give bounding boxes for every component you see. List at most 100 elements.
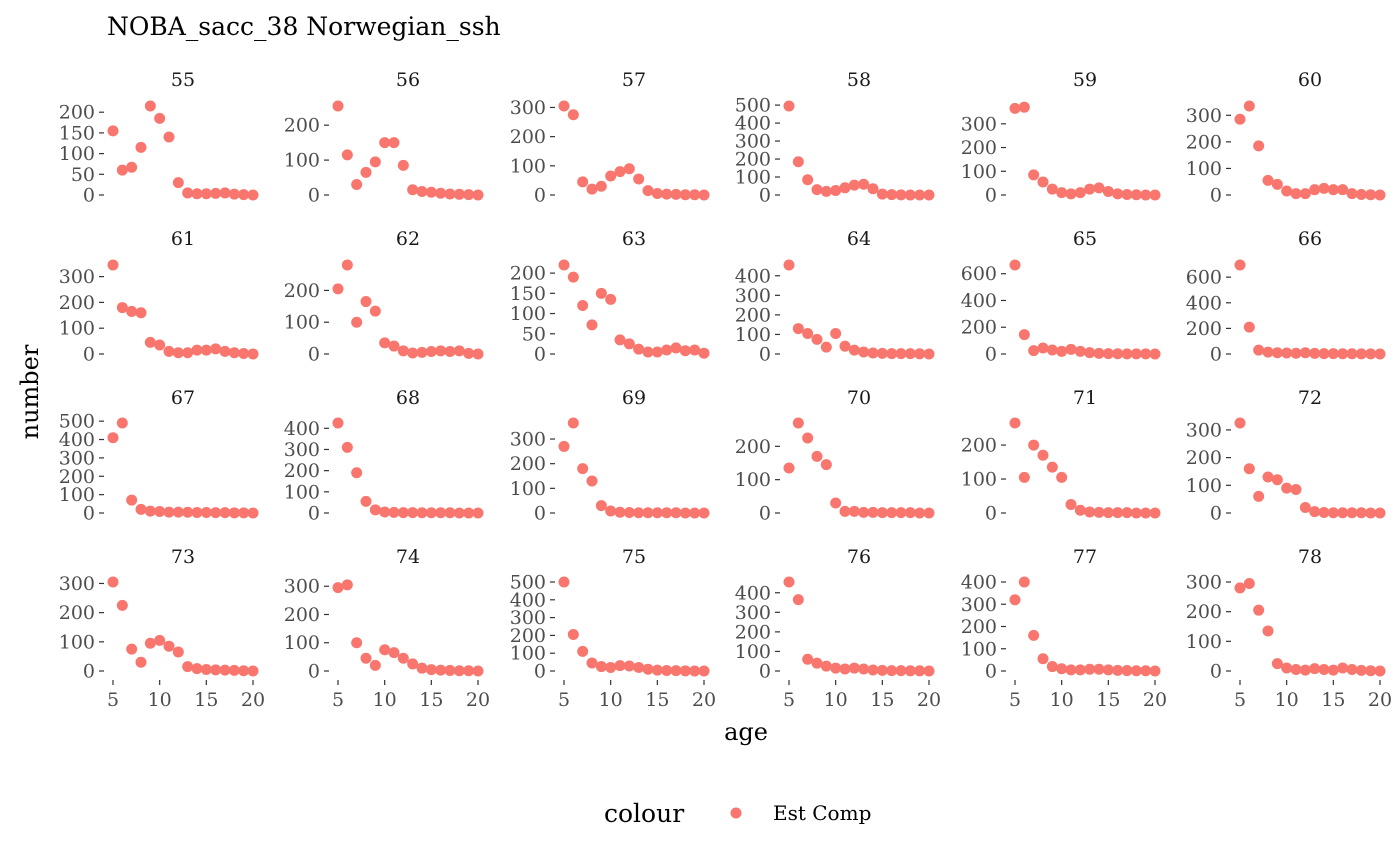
data-point xyxy=(228,507,240,519)
y-tick-label: 200 xyxy=(961,616,997,638)
data-point xyxy=(219,187,231,199)
data-point xyxy=(1028,169,1040,181)
data-point xyxy=(388,647,400,659)
data-point xyxy=(623,660,635,672)
data-point xyxy=(416,346,428,358)
data-point xyxy=(848,344,860,356)
data-point xyxy=(1056,471,1068,483)
data-point xyxy=(858,506,870,518)
y-tick-label: 400 xyxy=(961,572,997,594)
data-point xyxy=(228,664,240,676)
facet-panel-72: 72 0 100 200 300 xyxy=(1186,387,1386,525)
data-point xyxy=(839,182,851,194)
data-point xyxy=(425,186,437,198)
data-point xyxy=(698,507,710,519)
y-tick-label: 300 xyxy=(961,594,997,616)
data-point xyxy=(1346,348,1358,360)
data-point xyxy=(238,189,250,201)
facet-label-67: 67 xyxy=(171,387,195,409)
data-point xyxy=(642,185,654,197)
x-tick-label: 20 xyxy=(466,689,490,711)
data-point xyxy=(679,345,691,357)
data-point xyxy=(1365,507,1377,519)
data-point xyxy=(651,346,663,358)
y-tick-label: 200 xyxy=(510,126,546,148)
y-tick-label: 0 xyxy=(985,185,997,207)
data-point xyxy=(351,179,363,191)
data-point xyxy=(1037,176,1049,188)
data-point xyxy=(802,327,814,339)
data-point xyxy=(783,462,795,474)
data-point xyxy=(1018,101,1030,113)
x-tick-label: 15 xyxy=(1096,689,1120,711)
data-point xyxy=(1281,347,1293,359)
data-point xyxy=(126,161,138,173)
y-tick-label: 300 xyxy=(59,266,95,288)
data-point xyxy=(425,345,437,357)
data-point xyxy=(876,188,888,200)
data-point xyxy=(783,100,795,112)
data-point xyxy=(107,432,119,444)
data-point xyxy=(1018,471,1030,483)
data-point xyxy=(679,189,691,201)
data-point xyxy=(595,661,607,673)
data-point xyxy=(144,505,156,517)
y-tick-label: 0 xyxy=(534,185,546,207)
data-point xyxy=(895,189,907,201)
data-point xyxy=(341,441,353,453)
y-tick-label: 200 xyxy=(284,280,320,302)
data-point xyxy=(332,417,344,429)
y-tick-label: 100 xyxy=(961,638,997,660)
x-tick-label: 15 xyxy=(870,689,894,711)
data-point xyxy=(1009,594,1021,606)
y-tick-label: 200 xyxy=(59,466,95,488)
data-point xyxy=(914,665,926,677)
data-point xyxy=(425,507,437,519)
x-tick-label: 15 xyxy=(194,689,218,711)
data-point xyxy=(876,347,888,359)
data-point xyxy=(341,259,353,271)
y-tick-label: 200 xyxy=(510,263,546,285)
data-point xyxy=(1084,347,1096,359)
data-point xyxy=(379,337,391,349)
data-point xyxy=(830,662,842,674)
y-tick-label: 200 xyxy=(961,137,997,159)
data-point xyxy=(1290,347,1302,359)
data-point xyxy=(558,259,570,271)
data-point xyxy=(904,507,916,519)
data-point xyxy=(219,664,231,676)
data-point xyxy=(1009,259,1021,271)
data-point xyxy=(453,507,465,519)
data-point xyxy=(1262,625,1274,637)
data-point xyxy=(1243,577,1255,589)
data-point xyxy=(1271,347,1283,359)
y-tick-label: 150 xyxy=(59,122,95,144)
y-tick-label: 0 xyxy=(759,503,771,525)
y-tick-label: 0 xyxy=(759,661,771,683)
facet-label-71: 71 xyxy=(1073,387,1097,409)
y-tick-label: 0 xyxy=(308,344,320,366)
data-point xyxy=(858,663,870,675)
data-point xyxy=(1374,507,1386,519)
data-point xyxy=(923,348,935,360)
data-point xyxy=(792,417,804,429)
facet-panel-61: 61 0 100 200 300 xyxy=(59,228,259,366)
data-point xyxy=(332,582,344,594)
y-tick-label: 300 xyxy=(59,573,95,595)
data-point xyxy=(1243,100,1255,112)
data-point xyxy=(895,665,907,677)
data-point xyxy=(444,345,456,357)
data-point xyxy=(1374,189,1386,201)
data-point xyxy=(144,336,156,348)
data-point xyxy=(830,327,842,339)
facet-label-76: 76 xyxy=(847,546,871,568)
y-tick-label: 400 xyxy=(735,582,771,604)
data-point xyxy=(661,344,673,356)
y-tick-label: 400 xyxy=(1186,292,1222,314)
data-point xyxy=(453,345,465,357)
data-point xyxy=(1084,663,1096,675)
data-point xyxy=(1009,417,1021,429)
data-point xyxy=(1149,507,1161,519)
data-point xyxy=(116,302,128,314)
